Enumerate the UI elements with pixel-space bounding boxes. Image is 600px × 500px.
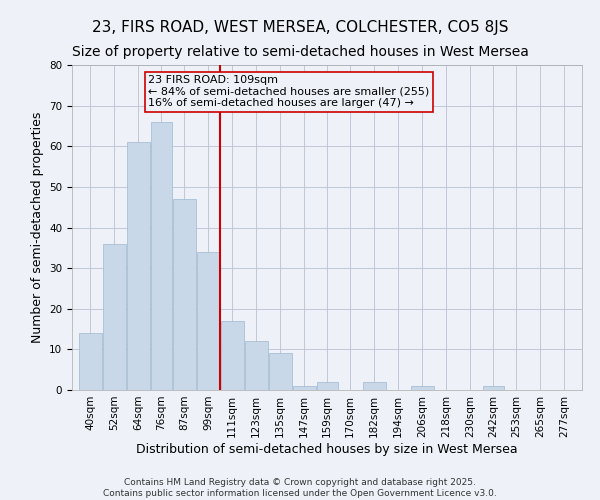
Bar: [197, 252, 220, 390]
Bar: [221, 321, 244, 390]
Text: Size of property relative to semi-detached houses in West Mersea: Size of property relative to semi-detach…: [71, 45, 529, 59]
Bar: [293, 386, 316, 390]
Bar: [173, 199, 196, 390]
Bar: [79, 333, 101, 390]
Bar: [317, 382, 337, 390]
Bar: [482, 386, 503, 390]
Bar: [151, 122, 172, 390]
Bar: [362, 382, 386, 390]
Bar: [269, 354, 292, 390]
Bar: [103, 244, 125, 390]
Bar: [410, 386, 433, 390]
Bar: [245, 341, 268, 390]
X-axis label: Distribution of semi-detached houses by size in West Mersea: Distribution of semi-detached houses by …: [136, 442, 518, 456]
Bar: [127, 142, 149, 390]
Text: Contains HM Land Registry data © Crown copyright and database right 2025.
Contai: Contains HM Land Registry data © Crown c…: [103, 478, 497, 498]
Y-axis label: Number of semi-detached properties: Number of semi-detached properties: [31, 112, 44, 343]
Text: 23 FIRS ROAD: 109sqm
← 84% of semi-detached houses are smaller (255)
16% of semi: 23 FIRS ROAD: 109sqm ← 84% of semi-detac…: [148, 75, 429, 108]
Text: 23, FIRS ROAD, WEST MERSEA, COLCHESTER, CO5 8JS: 23, FIRS ROAD, WEST MERSEA, COLCHESTER, …: [92, 20, 508, 35]
